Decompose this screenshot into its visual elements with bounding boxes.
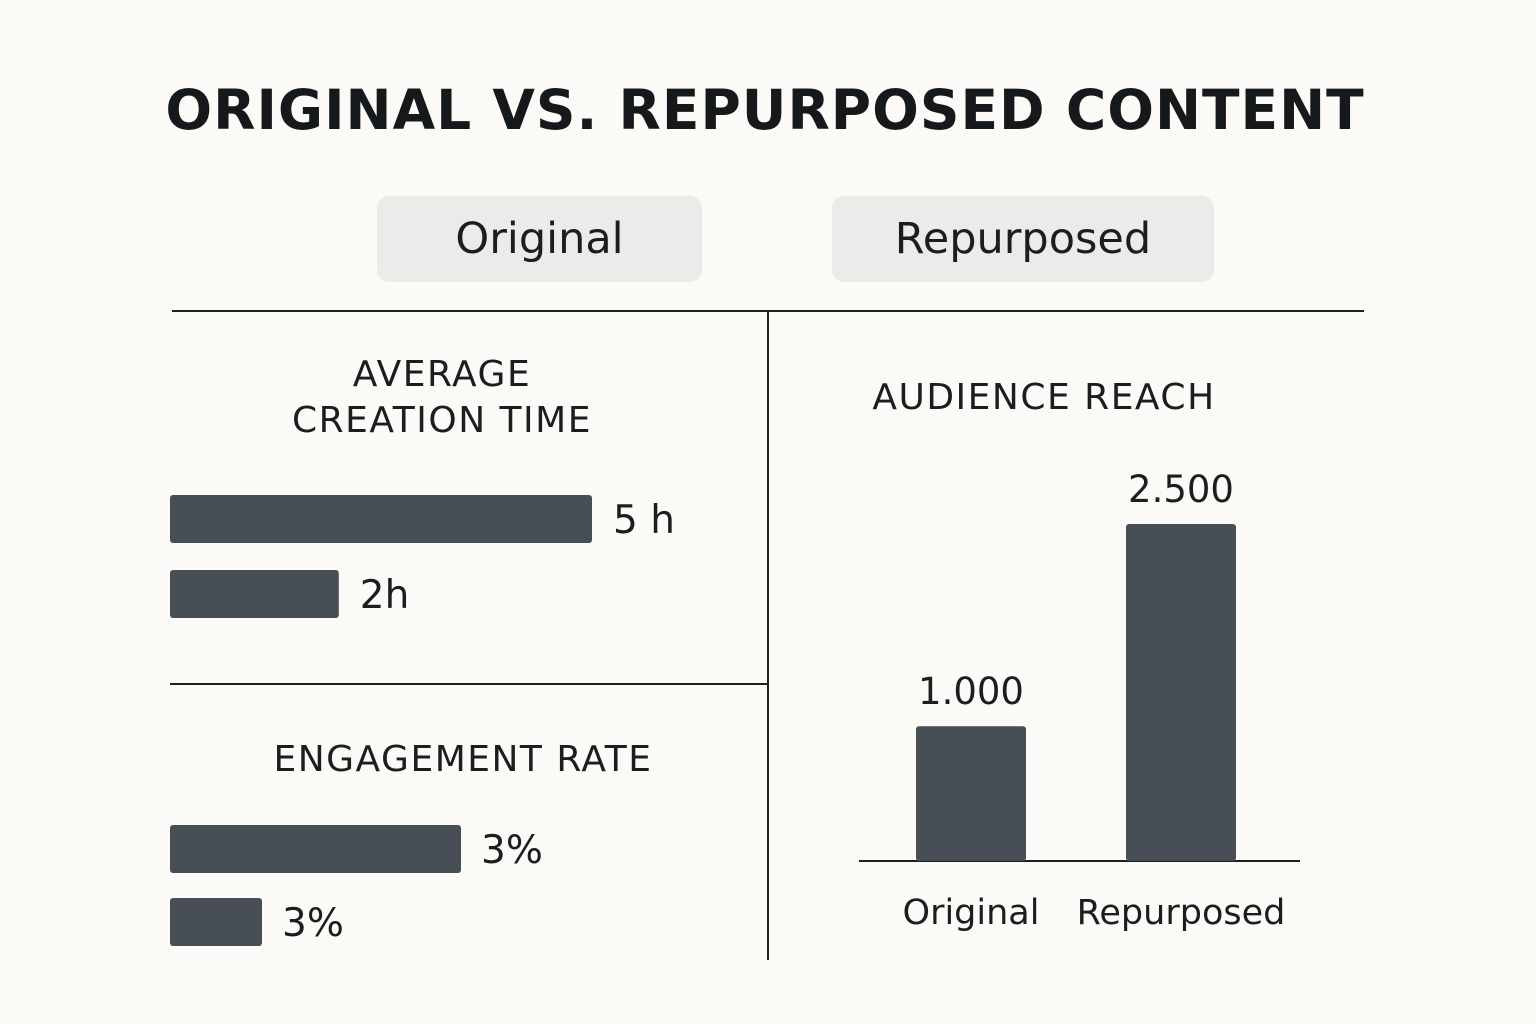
value-label-repurposed: 3%	[282, 901, 344, 946]
bar-repurposed	[1126, 524, 1236, 861]
bar-repurposed	[170, 898, 262, 946]
page-title: ORIGINAL VS. REPURPOSED CONTENT	[165, 78, 1365, 142]
left-panel-divider	[170, 683, 767, 685]
creation-time-title-line1: AVERAGE	[352, 354, 532, 395]
bar-original	[170, 495, 592, 543]
x-tick-label-original: Original	[903, 893, 1040, 933]
creation-time-title: AVERAGE CREATION TIME	[250, 352, 634, 444]
value-label-original: 3%	[481, 828, 543, 873]
bar-repurposed	[170, 570, 339, 618]
header-divider	[172, 310, 1364, 312]
column-header-original: Original	[377, 196, 702, 282]
creation-time-chart: 5 h 2h	[170, 495, 675, 618]
creation-time-title-line2: CREATION TIME	[292, 400, 592, 441]
column-header-repurposed: Repurposed	[832, 196, 1214, 282]
value-label-repurposed: 2h	[360, 573, 410, 618]
bar-original	[916, 726, 1026, 861]
engagement-rate-title: ENGAGEMENT RATE	[273, 739, 653, 780]
value-label-original: 5 h	[613, 498, 675, 543]
value-label-original: 1.000	[918, 670, 1024, 713]
column-header-original-label: Original	[455, 214, 624, 264]
value-label-repurposed: 2.500	[1128, 468, 1234, 511]
audience-reach-chart: 1.000 Original 2.500 Repurposed	[859, 468, 1300, 933]
x-tick-label-repurposed: Repurposed	[1077, 893, 1286, 933]
vertical-divider	[767, 312, 769, 960]
engagement-rate-chart: 3% 3%	[170, 825, 543, 946]
column-header-repurposed-label: Repurposed	[894, 214, 1152, 264]
audience-reach-title: AUDIENCE REACH	[872, 377, 1216, 418]
bar-original	[170, 825, 461, 873]
